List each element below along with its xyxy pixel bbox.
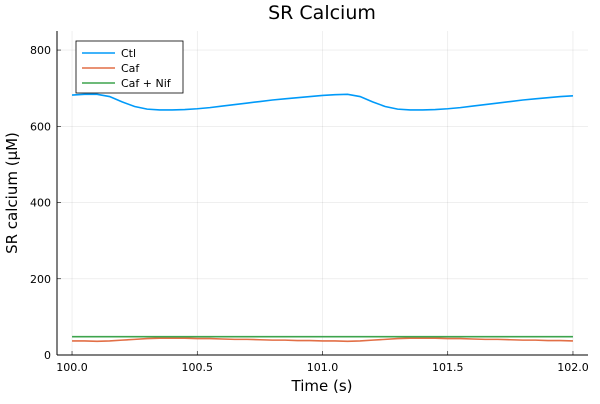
x-tick-label: 101.0 [307,361,339,374]
y-tick-label: 800 [30,44,51,57]
series-line [72,337,573,343]
legend-box [75,40,184,94]
x-axis-label: Time (s) [291,377,353,395]
x-tick-label: 101.5 [432,361,464,374]
chart-title: SR Calcium [268,2,376,24]
legend-label: Caf + Nif [121,77,172,90]
plot-area [71,93,574,343]
series-line [71,93,574,111]
y-tick-label: 600 [30,120,51,133]
x-tick-label: 102.0 [557,361,589,374]
y-tick-label: 0 [44,349,51,362]
legend-label: Ctl [121,47,136,60]
x-tick-label: 100.5 [182,361,214,374]
y-axis-label: SR calcium (μM) [3,132,21,254]
y-tick-label: 400 [30,197,51,210]
legend-label: Caf [121,62,140,75]
x-tick-label: 100.0 [56,361,88,374]
grid: 100.0 100.5 101.0 101.5 102.0 0 200 400 600 800 [30,31,589,374]
legend: Ctl Caf Caf + Nif [75,40,184,94]
y-tick-label: 200 [30,273,51,286]
